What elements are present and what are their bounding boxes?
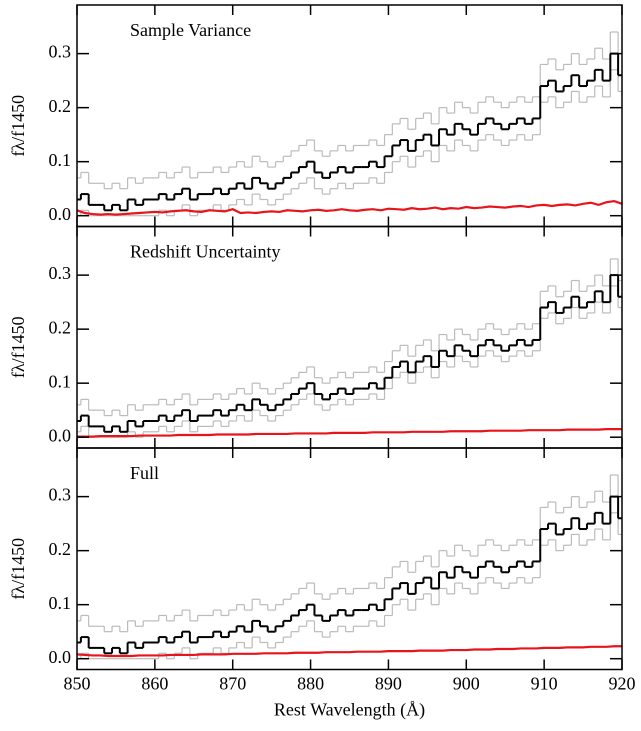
x-axis-label: Rest Wavelength (Å) xyxy=(274,700,425,721)
y-tick-label: 0.1 xyxy=(49,371,72,391)
panel-annotation: Redshift Uncertainty xyxy=(130,242,280,262)
y-tick-label: 0.2 xyxy=(49,317,72,337)
y-tick-label: 0.1 xyxy=(49,593,72,613)
y-axis-label: fλ/f1450 xyxy=(8,316,28,378)
x-tick-label: 850 xyxy=(64,674,91,694)
x-tick-label: 910 xyxy=(531,674,558,694)
y-tick-label: 0.3 xyxy=(49,485,72,505)
y-tick-label: 0.3 xyxy=(49,42,72,62)
line xyxy=(76,199,623,216)
y-tick-label: 0.2 xyxy=(49,539,72,559)
x-tick-label: 920 xyxy=(609,674,636,694)
y-tick-label: 0.1 xyxy=(49,150,72,170)
x-tick-label: 880 xyxy=(297,674,324,694)
y-tick-label: 0.0 xyxy=(49,204,72,224)
y-tick-label: 0.3 xyxy=(49,263,72,283)
line xyxy=(77,427,622,438)
panel-annotation: Full xyxy=(130,463,159,483)
y-tick-label: 0.0 xyxy=(49,425,72,445)
x-tick-label: 870 xyxy=(219,674,246,694)
y-tick-label: 0.0 xyxy=(49,647,72,667)
x-tick-label: 890 xyxy=(375,674,402,694)
panel-annotation: Sample Variance xyxy=(130,20,251,40)
x-tick-label: 860 xyxy=(141,674,168,694)
line xyxy=(76,645,622,658)
plot-frame xyxy=(76,447,623,671)
y-tick-label: 0.2 xyxy=(49,96,72,116)
y-axis-label: fλ/f1450 xyxy=(8,538,28,600)
x-tick-label: 900 xyxy=(453,674,480,694)
y-axis-label: fλ/f1450 xyxy=(8,95,28,157)
